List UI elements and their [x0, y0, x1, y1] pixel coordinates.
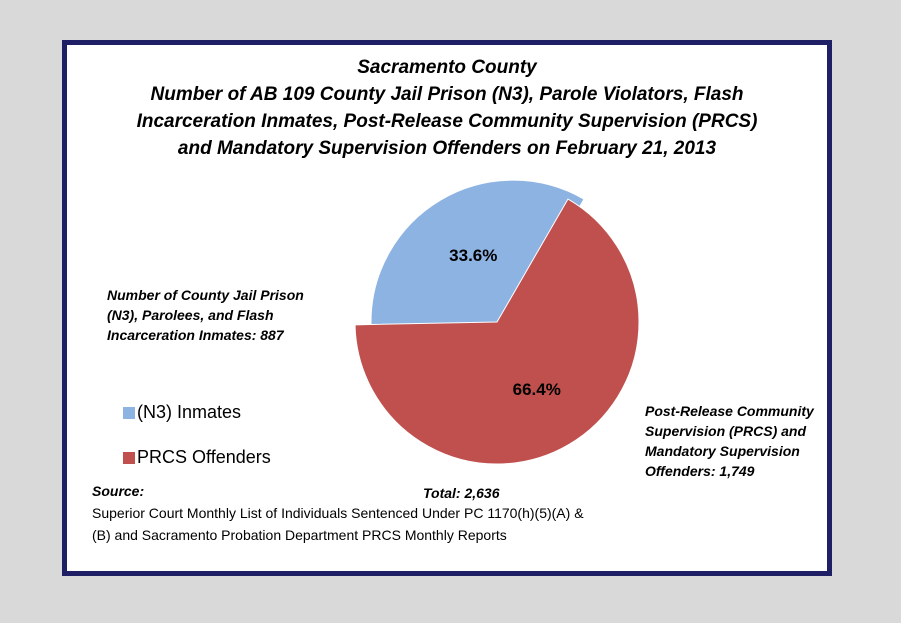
pie-slice-label-1: 66.4% [513, 380, 561, 399]
pie-chart: 33.6% 66.4% [354, 179, 640, 465]
prcs-annotation-line-2: Supervision (PRCS) and [645, 423, 807, 439]
prcs-annotation: Post-Release Community Supervision (PRCS… [645, 401, 814, 481]
chart-subtitle-line-2: Incarceration Inmates, Post-Release Comm… [136, 111, 758, 132]
pie-slice-1 [354, 198, 640, 465]
legend-label-n3: (N3) Inmates [137, 402, 242, 422]
chart-subtitle-line-3: and Mandatory Supervision Offenders on F… [177, 138, 717, 159]
legend-label-prcs: PRCS Offenders [137, 447, 271, 467]
total-label: Total: 2,636 [423, 485, 500, 501]
n3-annotation: Number of County Jail Prison (N3), Parol… [107, 285, 304, 345]
source-title: Source: [92, 483, 145, 499]
legend-item-n3: (N3) Inmates [123, 402, 241, 423]
chart-title: Sacramento County [357, 57, 537, 78]
n3-annotation-line-3: Incarceration Inmates: 887 [107, 327, 284, 343]
source-line-1: Superior Court Monthly List of Individua… [92, 505, 584, 521]
pie-slice-label-0: 33.6% [449, 246, 497, 265]
legend-item-prcs: PRCS Offenders [123, 447, 271, 468]
source-line-2: (B) and Sacramento Probation Department … [92, 527, 507, 543]
prcs-annotation-line-4: Offenders: 1,749 [645, 463, 755, 479]
legend-swatch-n3 [123, 406, 135, 419]
n3-annotation-line-1: Number of County Jail Prison [107, 287, 304, 303]
prcs-annotation-line-1: Post-Release Community [645, 403, 814, 419]
chart-subtitle-line-1: Number of AB 109 County Jail Prison (N3)… [150, 84, 744, 105]
legend-swatch-prcs [123, 451, 135, 464]
prcs-annotation-line-3: Mandatory Supervision [645, 443, 800, 459]
chart-frame: Sacramento County Number of AB 109 Count… [62, 40, 832, 576]
n3-annotation-line-2: (N3), Parolees, and Flash [107, 307, 274, 323]
